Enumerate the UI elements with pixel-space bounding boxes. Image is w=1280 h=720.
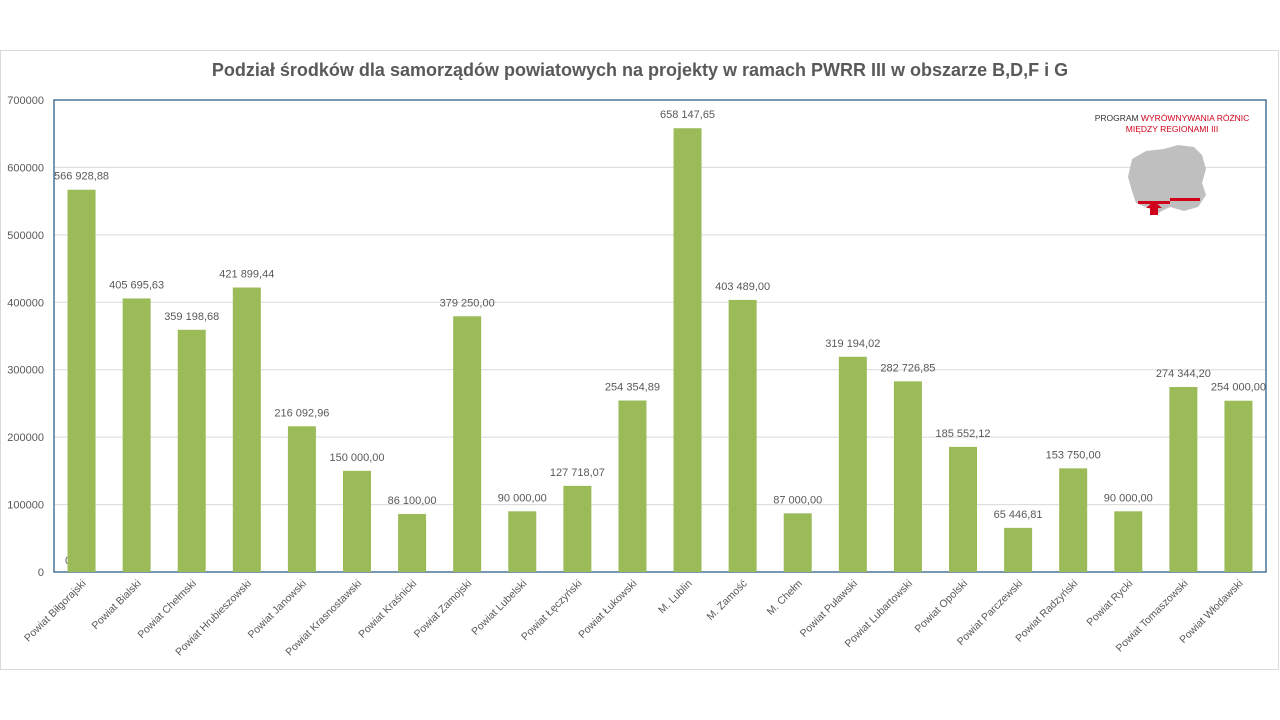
bar [949, 446, 977, 572]
data-label: 421 899,44 [219, 269, 274, 281]
bar [343, 470, 371, 572]
data-label: 379 250,00 [440, 297, 495, 309]
category-label: Powiat Bialski [89, 578, 143, 632]
data-label: 87 000,00 [773, 494, 822, 506]
category-label: M. Lublin [656, 578, 695, 617]
bar [618, 400, 647, 572]
category-label: Powiat Rycki [1084, 578, 1135, 629]
data-label: 216 092,96 [274, 407, 329, 419]
data-label: 90 000,00 [1104, 492, 1153, 504]
category-label: Powiat Puławski [798, 578, 860, 640]
data-label: 65 446,81 [994, 509, 1043, 521]
y-tick-label: 500000 [7, 230, 44, 242]
bar [398, 513, 427, 572]
data-label: 359 198,68 [164, 311, 219, 323]
y-tick-label: 200000 [7, 432, 44, 444]
bar [122, 298, 151, 572]
y-tick-label: 400000 [7, 297, 44, 309]
category-label: Powiat Opolski [913, 578, 971, 636]
data-label: 566 928,88 [54, 171, 109, 183]
logo-program-word: PROGRAM [1094, 113, 1141, 123]
data-label: 405 695,63 [109, 279, 164, 291]
category-label: Powiat Chełmski [135, 578, 198, 641]
bar [1004, 527, 1033, 572]
category-label: M. Chełm [765, 577, 805, 617]
category-label: Powiat Łukowski [576, 578, 639, 641]
data-label: 658 147,65 [660, 109, 715, 121]
y-tick-label: 600000 [7, 162, 44, 174]
data-label: 153 750,00 [1046, 449, 1101, 461]
data-label: 319 194,02 [825, 338, 880, 350]
poland-map-icon [1128, 145, 1206, 215]
logo-red-bar-right [1170, 198, 1200, 201]
data-label: 86 100,00 [388, 495, 437, 507]
bar [67, 189, 96, 572]
data-label: 150 000,00 [329, 452, 384, 464]
y-tick-label: 100000 [7, 500, 44, 512]
bar [177, 329, 206, 572]
data-label: 403 489,00 [715, 281, 770, 293]
bar [783, 513, 812, 572]
bar [287, 426, 316, 572]
chart-title: Podział środków dla samorządów powiatowy… [211, 60, 1069, 80]
bar [838, 356, 867, 572]
data-label: 282 726,85 [880, 362, 935, 374]
bar [893, 381, 922, 572]
poland-map-shape [1128, 145, 1206, 213]
bar [508, 511, 537, 572]
category-label: Powiat Janowski [246, 578, 309, 641]
bar [1224, 400, 1253, 572]
program-logo: PROGRAM WYRÓWNYWANIA RÓŻNIC MIĘDZY REGIO… [1074, 113, 1270, 223]
bar [673, 128, 702, 572]
data-label: 127 718,07 [550, 467, 605, 479]
logo-text: PROGRAM WYRÓWNYWANIA RÓŻNIC MIĘDZY REGIO… [1074, 113, 1270, 135]
bar [453, 316, 482, 572]
data-label: 90 000,00 [498, 492, 547, 504]
category-label: M. Zamość [705, 578, 750, 623]
category-label: Powiat Kraśnicki [356, 578, 419, 641]
logo-red-line2: MIĘDZY REGIONAMI III [1125, 124, 1219, 134]
bar [563, 485, 592, 572]
bar [728, 299, 757, 572]
category-label: Powiat Biłgorajski [22, 578, 89, 645]
y-tick-label: 300000 [7, 365, 44, 377]
y-tick-label: 0 [38, 567, 44, 579]
bar [1169, 387, 1198, 572]
data-label: 274 344,20 [1156, 368, 1211, 380]
logo-arrow-icon [1146, 201, 1162, 215]
data-label: 254 354,89 [605, 381, 660, 393]
bar [1059, 468, 1088, 572]
category-label: Powiat Zamojski [412, 578, 475, 641]
bar [232, 287, 261, 572]
bar [1114, 511, 1143, 572]
plot-area-border [53, 99, 1267, 573]
category-label: Powiat Lubelski [469, 578, 529, 638]
category-label: Powiat Łęczyński [519, 578, 584, 643]
data-label: 254 000,00 [1211, 382, 1266, 394]
data-label: 185 552,12 [935, 428, 990, 440]
logo-red-line1: WYRÓWNYWANIA RÓŻNIC [1140, 113, 1250, 123]
y-tick-label: 700000 [7, 95, 44, 107]
